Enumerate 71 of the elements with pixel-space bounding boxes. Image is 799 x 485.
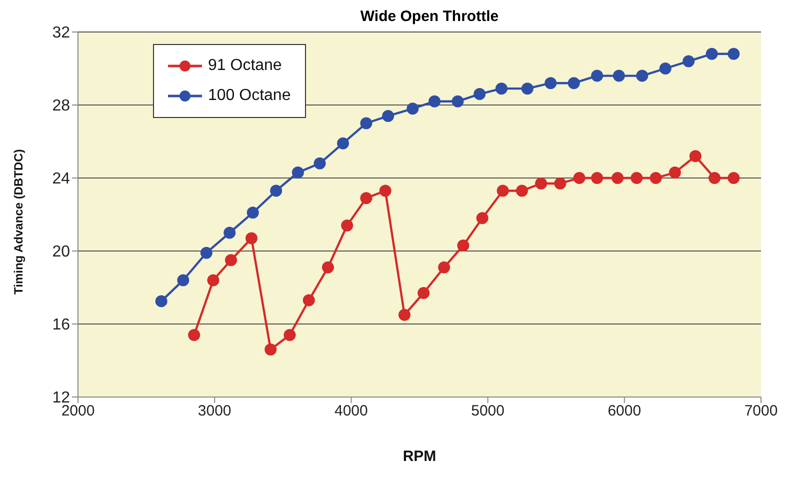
point <box>474 88 486 100</box>
point <box>682 55 695 68</box>
point <box>302 294 315 306</box>
point <box>728 48 740 60</box>
point <box>659 62 672 74</box>
point <box>535 177 548 190</box>
point <box>314 157 326 170</box>
point <box>452 95 464 108</box>
point <box>188 328 200 341</box>
point <box>264 344 277 356</box>
point <box>177 274 190 286</box>
point <box>708 172 721 184</box>
point <box>438 261 450 274</box>
point <box>200 246 212 259</box>
point <box>706 48 718 60</box>
x-tick-label: 2000 <box>61 402 95 420</box>
point <box>544 77 557 90</box>
point <box>382 110 394 122</box>
x-tick-label: 6000 <box>608 402 642 420</box>
x-tick-label: 7000 <box>744 402 778 420</box>
point <box>554 177 566 190</box>
point <box>496 184 509 197</box>
point <box>728 172 740 184</box>
point <box>207 274 220 286</box>
y-tick-label: 20 <box>52 244 70 261</box>
point <box>322 261 334 274</box>
point <box>341 219 354 232</box>
legend-label: 91 Octane <box>208 56 282 76</box>
x-axis-title: RPM <box>402 448 436 465</box>
y-axis-title: Timing Advance (DBTDC) <box>11 149 26 294</box>
y-tick-label: 16 <box>52 316 70 334</box>
point <box>668 166 681 179</box>
point <box>428 95 441 108</box>
point <box>224 226 236 239</box>
point <box>476 212 488 224</box>
point <box>457 240 470 252</box>
point <box>495 82 508 95</box>
y-tick-label: 32 <box>52 24 70 42</box>
point <box>636 70 648 82</box>
point <box>573 172 586 184</box>
point <box>224 254 237 266</box>
point <box>406 102 419 115</box>
point <box>360 117 372 130</box>
point <box>650 172 662 184</box>
point <box>630 172 643 184</box>
point <box>398 308 410 321</box>
x-tick-label: 5000 <box>471 402 504 420</box>
point <box>612 172 624 184</box>
x-tick-label: 4000 <box>334 402 368 420</box>
y-tick-label: 28 <box>52 98 70 115</box>
point <box>591 70 604 82</box>
point <box>284 328 296 341</box>
point <box>379 184 392 197</box>
chart-title: Wide Open Throttle <box>359 8 500 26</box>
point <box>689 150 702 162</box>
point <box>360 192 372 204</box>
point <box>521 82 534 95</box>
point <box>245 232 258 244</box>
point <box>418 286 430 299</box>
legend-label: 100 Octane <box>208 86 291 106</box>
x-tick-label: 3000 <box>198 402 232 420</box>
point <box>155 295 168 308</box>
point <box>612 70 625 82</box>
point <box>516 184 528 197</box>
point <box>246 206 259 219</box>
y-tick-label: 24 <box>52 170 70 188</box>
point <box>292 166 304 179</box>
point <box>568 77 580 90</box>
point <box>270 184 282 197</box>
point <box>337 137 350 150</box>
point <box>591 172 604 184</box>
